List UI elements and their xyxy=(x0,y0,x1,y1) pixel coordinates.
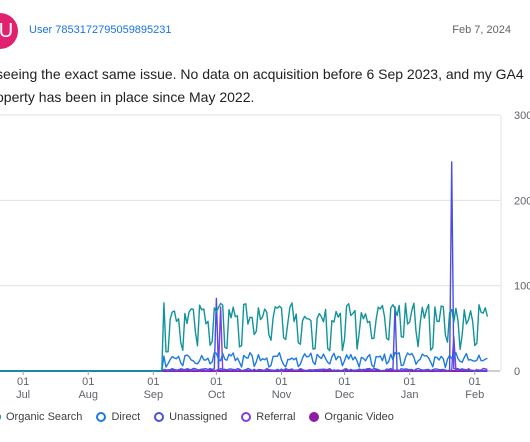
series-line-organic-search xyxy=(0,302,489,372)
legend-swatch xyxy=(96,412,107,422)
x-tick-day: 01 xyxy=(147,376,159,388)
y-tick-label: 100 xyxy=(514,281,530,293)
legend-item-unassigned[interactable]: Unassigned xyxy=(154,411,227,423)
legend-swatch xyxy=(309,412,320,422)
legend-label: Organic Video xyxy=(324,411,394,423)
username-link[interactable]: User 7853172795059895231 xyxy=(29,24,172,36)
x-tick-day: 01 xyxy=(82,376,94,388)
legend-item-organic-video[interactable]: Organic Video xyxy=(309,411,394,423)
series-line-unassigned xyxy=(0,161,488,372)
legend-swatch xyxy=(154,412,165,422)
chart-legend: Organic Search Direct Unassigned Referral Or… xyxy=(0,411,394,423)
post-body: seeing the exact same issue. No data on … xyxy=(0,63,524,109)
legend-label: Referral xyxy=(256,411,296,423)
legend-swatch xyxy=(241,412,252,422)
y-tick-label: 200 xyxy=(514,195,530,207)
x-tick-month: Feb xyxy=(465,389,484,401)
post-date: Feb 7, 2024 xyxy=(452,24,511,36)
legend-item-referral[interactable]: Referral xyxy=(241,411,295,423)
x-tick-month: Jul xyxy=(16,389,30,401)
series-line-direct xyxy=(0,351,488,372)
legend-label: Unassigned xyxy=(169,411,228,423)
legend-item-direct[interactable]: Direct xyxy=(96,411,140,423)
x-tick-month: Dec xyxy=(335,389,355,401)
post-body-line-1: seeing the exact same issue. No data on … xyxy=(0,66,524,82)
x-tick-day: 01 xyxy=(404,376,416,388)
y-tick-label: 0 xyxy=(514,366,520,378)
x-tick-month: Sep xyxy=(144,389,164,401)
legend-swatch xyxy=(0,412,1,422)
legend-label: Organic Search xyxy=(6,411,83,423)
post-body-line-2: operty has been in place since May 2022. xyxy=(0,89,255,105)
legend-label: Direct xyxy=(111,411,141,423)
x-tick-day: 01 xyxy=(210,376,222,388)
x-tick-day: 01 xyxy=(275,376,287,388)
x-tick-month: Aug xyxy=(78,389,98,401)
x-tick-day: 01 xyxy=(469,376,481,388)
legend-item-organic-search[interactable]: Organic Search xyxy=(0,411,82,423)
x-tick-day: 01 xyxy=(17,376,29,388)
avatar-letter: U xyxy=(0,20,14,42)
x-tick-month: Oct xyxy=(208,389,225,401)
user-avatar[interactable]: U xyxy=(0,13,18,49)
x-tick-day: 01 xyxy=(338,376,350,388)
x-tick-month: Jan xyxy=(401,389,419,401)
x-tick-month: Nov xyxy=(272,389,292,401)
y-tick-label: 300 xyxy=(514,110,530,122)
